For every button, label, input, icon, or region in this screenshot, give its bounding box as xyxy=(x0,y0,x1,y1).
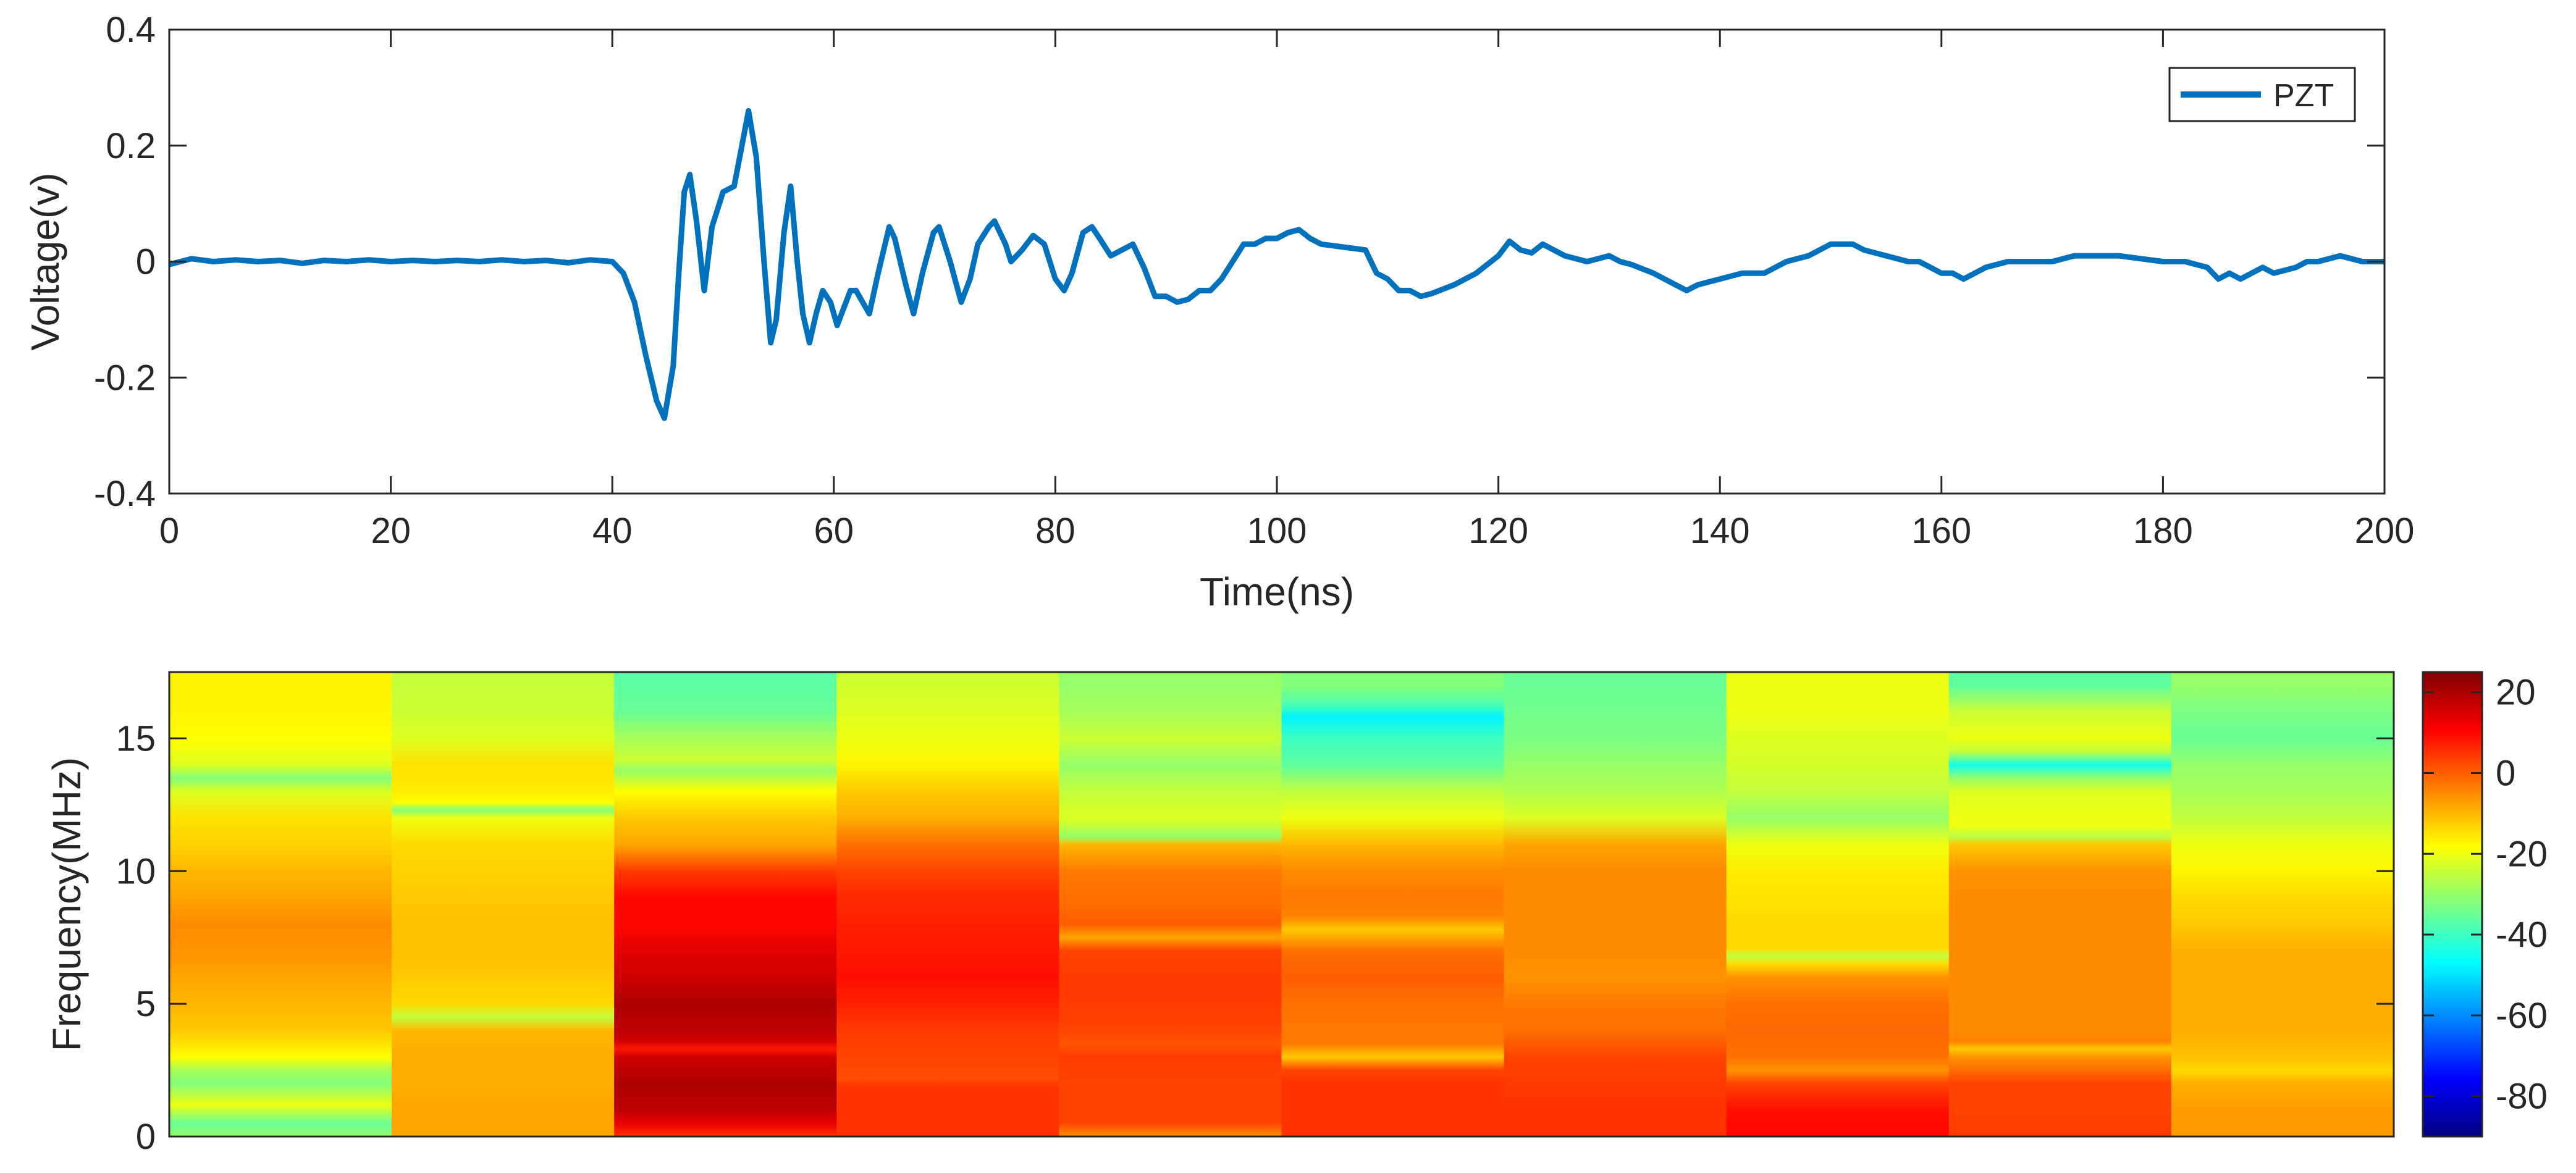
heatmap-y-axis-label: Frequency(MHz) xyxy=(44,757,89,1052)
x-tick-label: 120 xyxy=(1468,511,1528,551)
x-tick-label: 80 xyxy=(1035,511,1075,551)
heatmap-column xyxy=(1948,672,2172,1137)
colorbar-tick-layer: 20 0 -20 -40 -60 -80 xyxy=(2423,673,2548,1117)
colorbar-tick-label: 0 xyxy=(2496,753,2515,793)
heatmap-y-tick-label: 10 xyxy=(116,851,156,891)
frequency-heatmap: 0 5 10 15 Frequency(MHz) 20 0 -20 -40 -60 -80 xyxy=(44,671,2548,1157)
heatmap-tick-layer: 0 5 10 15 xyxy=(116,718,2394,1157)
legend-label-pzt: PZT xyxy=(2273,78,2334,114)
x-tick-label: 160 xyxy=(1911,511,1971,551)
x-tick-label: 200 xyxy=(2355,511,2415,551)
heatmap-column xyxy=(614,672,837,1137)
colorbar-tick-label: -20 xyxy=(2496,834,2548,874)
y-tick-label: -0.4 xyxy=(94,474,156,514)
y-tick-label: 0.2 xyxy=(106,126,156,166)
colorbar-tick-label: -40 xyxy=(2496,915,2548,955)
pzt-series-layer xyxy=(168,107,2384,421)
x-tick-label: 60 xyxy=(814,511,854,551)
colorbar: 20 0 -20 -40 -60 -80 xyxy=(2422,671,2548,1138)
heatmap-column xyxy=(169,672,392,1137)
x-tick-label: 180 xyxy=(2133,511,2193,551)
y-tick-label: 0 xyxy=(136,242,156,282)
heatmap-column xyxy=(1504,672,1727,1137)
heatmap-y-tick-label: 0 xyxy=(136,1117,156,1157)
colorbar-tick-label: -60 xyxy=(2496,996,2548,1036)
heatmap-column xyxy=(1726,672,1950,1137)
pzt-series-line xyxy=(168,107,2384,421)
colorbar-tick-label: 20 xyxy=(2496,673,2536,713)
colorbar-tick-label: -80 xyxy=(2496,1077,2548,1117)
heatmap-column xyxy=(2171,672,2394,1137)
heatmap-y-tick-label: 5 xyxy=(136,984,156,1024)
x-axis-label: Time(ns) xyxy=(1200,570,1354,614)
heatmap-y-tick-label: 15 xyxy=(116,718,156,759)
x-tick-label: 0 xyxy=(159,511,179,551)
colorbar-gradient xyxy=(2423,672,2482,1137)
heatmap-column xyxy=(836,672,1059,1137)
heatmap-columns xyxy=(169,672,2394,1137)
voltage-time-plot: 0 20 40 60 80 100 120 140 160 180 200 -0.4 -0.2 0 0.2 0… xyxy=(23,10,2414,614)
heatmap-column xyxy=(1281,672,1505,1137)
colorbar-box xyxy=(2422,671,2483,1138)
heatmap-axes-box xyxy=(168,671,2395,1138)
top-tick-layer: 0 20 40 60 80 100 120 140 160 180 200 -0.4 -0.2 0 0.2 0… xyxy=(94,10,2414,551)
y-tick-label: -0.2 xyxy=(94,358,156,398)
legend: PZT xyxy=(2168,67,2356,122)
x-tick-label: 140 xyxy=(1690,511,1750,551)
heatmap-column xyxy=(1059,672,1282,1137)
y-tick-label: 0.4 xyxy=(106,10,156,50)
x-tick-label: 40 xyxy=(592,511,633,551)
x-tick-label: 20 xyxy=(371,511,411,551)
x-tick-label: 100 xyxy=(1247,511,1307,551)
y-axis-label: Voltage(v) xyxy=(23,172,67,350)
heatmap-column xyxy=(392,672,615,1137)
